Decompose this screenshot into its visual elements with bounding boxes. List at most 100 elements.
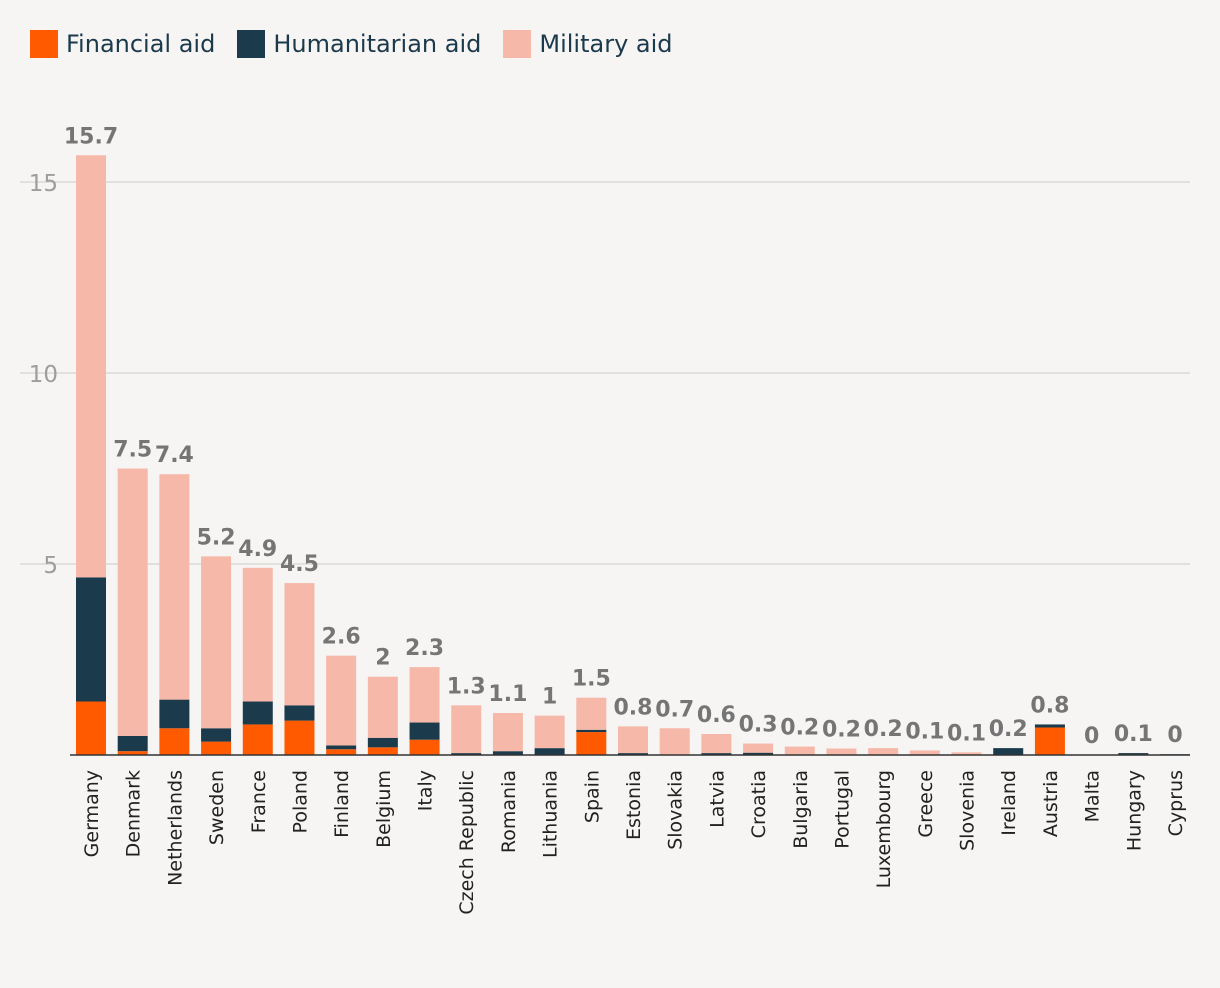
x-tick-label: Czech Republic bbox=[456, 770, 478, 915]
bar-total-label: 1.1 bbox=[488, 682, 527, 707]
bar-segment bbox=[576, 732, 607, 755]
legend-label: Financial aid bbox=[66, 30, 216, 58]
bar-total-label: 1.3 bbox=[447, 674, 486, 699]
bar-segment bbox=[159, 474, 190, 700]
bar-total-label: 0 bbox=[1167, 723, 1182, 748]
bar-segment bbox=[993, 748, 1024, 755]
x-tick-label: Malta bbox=[1082, 770, 1104, 822]
bar-segment bbox=[701, 733, 732, 754]
legend-swatch bbox=[237, 30, 266, 58]
bar-segment bbox=[701, 753, 732, 755]
bar-segment bbox=[117, 735, 148, 752]
bar-segment bbox=[868, 748, 899, 755]
bar-segment bbox=[743, 752, 774, 755]
bar-segment bbox=[492, 751, 523, 755]
y-tick-label: 10 bbox=[29, 362, 58, 388]
bar-segment bbox=[242, 701, 273, 725]
bar-total-label: 0.1 bbox=[1114, 722, 1153, 747]
legend-label: Humanitarian aid bbox=[273, 30, 482, 58]
bar-segment bbox=[409, 739, 440, 755]
bar-segment bbox=[743, 743, 774, 753]
bar-total-label: 0.3 bbox=[739, 713, 778, 738]
bar-segment bbox=[367, 737, 398, 748]
bar-segment bbox=[618, 753, 648, 755]
bar-total-label: 1 bbox=[542, 685, 557, 710]
bar-segment bbox=[284, 583, 315, 706]
x-tick-label: Romania bbox=[498, 770, 520, 853]
chart-legend: Financial aid Humanitarian aid Military ai… bbox=[30, 30, 695, 58]
bar-total-label: 15.7 bbox=[64, 124, 118, 149]
x-tick-label: Croatia bbox=[748, 770, 770, 838]
bar-segment bbox=[159, 728, 190, 755]
bar-segment bbox=[951, 752, 982, 755]
bar-segment bbox=[1118, 753, 1149, 755]
x-tick-label: Slovenia bbox=[957, 770, 979, 851]
bar-segment bbox=[1034, 724, 1065, 728]
bar-segment bbox=[659, 728, 690, 755]
legend-swatch bbox=[503, 30, 532, 58]
x-tick-label: Estonia bbox=[623, 770, 645, 840]
bar-segment bbox=[326, 655, 357, 746]
bar-segment bbox=[409, 722, 440, 740]
bar-segment bbox=[159, 699, 190, 729]
bar-total-label: 0.2 bbox=[822, 718, 861, 743]
x-tick-label: Ireland bbox=[998, 770, 1020, 836]
bar-segment bbox=[242, 724, 273, 755]
bar-segment bbox=[284, 720, 315, 755]
bar-segment bbox=[367, 747, 398, 755]
bar-total-label: 2.3 bbox=[405, 636, 444, 661]
bar-total-label: 2.6 bbox=[322, 625, 361, 650]
x-tick-label: Latvia bbox=[706, 770, 728, 828]
bar-segment bbox=[284, 705, 315, 721]
x-tick-label: Poland bbox=[289, 770, 311, 833]
x-tick-label: Hungary bbox=[1123, 770, 1145, 851]
bar-segment bbox=[534, 748, 565, 755]
bar-segment bbox=[76, 701, 106, 755]
bar-segment bbox=[76, 577, 106, 702]
x-tick-label: Finland bbox=[331, 770, 353, 838]
bar-segment bbox=[826, 748, 857, 755]
x-tick-label: Lithuania bbox=[540, 770, 562, 858]
x-tick-label: Austria bbox=[1040, 770, 1062, 837]
bar-segment bbox=[326, 745, 357, 750]
y-tick-label: 15 bbox=[29, 171, 58, 197]
legend-item: Military aid bbox=[503, 30, 673, 58]
bar-segment bbox=[117, 468, 148, 736]
bar-segment bbox=[451, 753, 482, 755]
x-tick-label: Spain bbox=[581, 770, 603, 823]
bar-total-label: 0.8 bbox=[614, 695, 653, 720]
bar-segment bbox=[201, 728, 232, 742]
x-tick-label: Italy bbox=[415, 770, 437, 811]
bar-total-label: 0.2 bbox=[780, 716, 819, 741]
bar-total-label: 0.2 bbox=[989, 717, 1028, 742]
x-tick-label: Netherlands bbox=[164, 770, 186, 886]
x-tick-label: Slovakia bbox=[665, 770, 687, 850]
bar-total-label: 7.4 bbox=[155, 443, 194, 468]
x-tick-label: Bulgaria bbox=[790, 770, 812, 849]
bar-segment bbox=[909, 750, 940, 755]
bar-total-label: 0.8 bbox=[1030, 693, 1069, 718]
bar-segment bbox=[76, 155, 106, 578]
bar-total-label: 0.1 bbox=[905, 719, 944, 744]
x-tick-label: France bbox=[248, 770, 270, 833]
bar-total-label: 5.2 bbox=[197, 525, 236, 550]
bar-total-label: 0.1 bbox=[947, 721, 986, 746]
bar-segment bbox=[1034, 727, 1065, 755]
x-tick-label: Cyprus bbox=[1165, 770, 1187, 836]
bar-total-label: 0.7 bbox=[655, 697, 694, 722]
bar-segment bbox=[618, 726, 648, 754]
legend-label: Military aid bbox=[539, 30, 673, 58]
bar-segment bbox=[117, 751, 148, 755]
bar-total-label: 0 bbox=[1084, 724, 1099, 749]
bar-total-label: 0.2 bbox=[864, 717, 903, 742]
bar-segment bbox=[784, 746, 815, 755]
x-tick-label: Sweden bbox=[206, 770, 228, 845]
x-tick-label: Portugal bbox=[831, 770, 853, 849]
bar-total-label: 4.5 bbox=[280, 552, 319, 577]
bar-total-label: 1.5 bbox=[572, 667, 611, 692]
bar-segment bbox=[201, 741, 232, 755]
x-tick-label: Greece bbox=[915, 770, 937, 838]
bar-segment bbox=[326, 749, 357, 755]
